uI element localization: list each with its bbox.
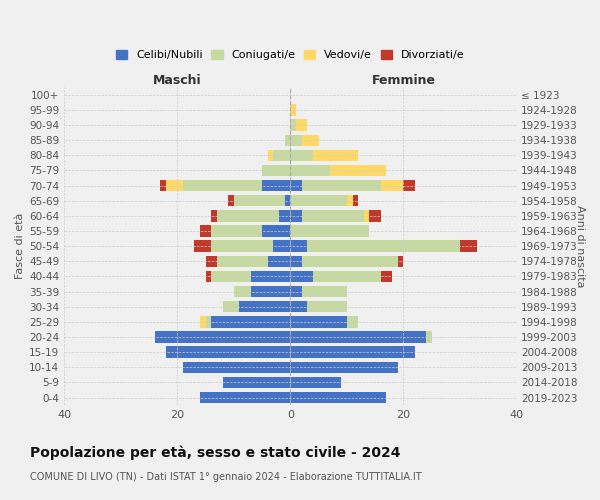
- Bar: [194, 240, 211, 252]
- Text: Maschi: Maschi: [153, 74, 202, 87]
- Bar: [307, 240, 460, 252]
- Bar: [302, 180, 381, 192]
- Bar: [290, 377, 341, 388]
- Bar: [347, 316, 358, 328]
- Bar: [290, 362, 398, 373]
- Bar: [166, 346, 290, 358]
- Bar: [274, 150, 290, 161]
- Bar: [160, 180, 166, 192]
- Bar: [398, 256, 403, 267]
- Bar: [347, 195, 353, 206]
- Y-axis label: Fasce di età: Fasce di età: [15, 213, 25, 280]
- Bar: [290, 180, 302, 192]
- Bar: [217, 210, 279, 222]
- Bar: [155, 332, 290, 342]
- Bar: [290, 226, 370, 236]
- Text: Femmine: Femmine: [371, 74, 436, 87]
- Bar: [460, 240, 477, 252]
- Bar: [290, 316, 347, 328]
- Bar: [166, 180, 183, 192]
- Bar: [217, 256, 268, 267]
- Text: COMUNE DI LIVO (TN) - Dati ISTAT 1° gennaio 2024 - Elaborazione TUTTITALIA.IT: COMUNE DI LIVO (TN) - Dati ISTAT 1° genn…: [30, 472, 422, 482]
- Bar: [330, 165, 386, 176]
- Bar: [381, 180, 403, 192]
- Bar: [183, 362, 290, 373]
- Bar: [290, 240, 307, 252]
- Bar: [302, 210, 364, 222]
- Bar: [313, 150, 358, 161]
- Bar: [206, 316, 211, 328]
- Bar: [285, 195, 290, 206]
- Bar: [228, 195, 234, 206]
- Bar: [290, 346, 415, 358]
- Y-axis label: Anni di nascita: Anni di nascita: [575, 205, 585, 288]
- Bar: [290, 120, 296, 130]
- Bar: [251, 286, 290, 298]
- Bar: [353, 195, 358, 206]
- Bar: [290, 332, 426, 342]
- Bar: [211, 271, 251, 282]
- Bar: [279, 210, 290, 222]
- Bar: [285, 134, 290, 146]
- Bar: [268, 150, 274, 161]
- Bar: [290, 104, 296, 116]
- Bar: [296, 120, 307, 130]
- Bar: [234, 286, 251, 298]
- Bar: [426, 332, 431, 342]
- Bar: [200, 316, 206, 328]
- Bar: [290, 256, 302, 267]
- Bar: [274, 240, 290, 252]
- Bar: [262, 180, 290, 192]
- Bar: [223, 301, 239, 312]
- Bar: [200, 226, 211, 236]
- Bar: [370, 210, 381, 222]
- Bar: [211, 210, 217, 222]
- Bar: [268, 256, 290, 267]
- Bar: [211, 226, 262, 236]
- Bar: [239, 301, 290, 312]
- Bar: [290, 165, 330, 176]
- Bar: [403, 180, 415, 192]
- Bar: [223, 377, 290, 388]
- Bar: [302, 134, 319, 146]
- Legend: Celibi/Nubili, Coniugati/e, Vedovi/e, Divorziati/e: Celibi/Nubili, Coniugati/e, Vedovi/e, Di…: [112, 45, 469, 64]
- Bar: [183, 180, 262, 192]
- Bar: [290, 286, 302, 298]
- Bar: [290, 210, 302, 222]
- Bar: [262, 226, 290, 236]
- Bar: [290, 301, 307, 312]
- Bar: [290, 271, 313, 282]
- Bar: [307, 301, 347, 312]
- Bar: [206, 271, 211, 282]
- Bar: [364, 210, 370, 222]
- Bar: [206, 256, 217, 267]
- Bar: [251, 271, 290, 282]
- Bar: [211, 240, 274, 252]
- Bar: [262, 165, 290, 176]
- Bar: [200, 392, 290, 403]
- Bar: [290, 195, 347, 206]
- Bar: [290, 134, 302, 146]
- Bar: [211, 316, 290, 328]
- Bar: [313, 271, 381, 282]
- Bar: [234, 195, 285, 206]
- Bar: [381, 271, 392, 282]
- Bar: [290, 392, 386, 403]
- Bar: [302, 286, 347, 298]
- Bar: [290, 150, 313, 161]
- Bar: [302, 256, 398, 267]
- Text: Popolazione per età, sesso e stato civile - 2024: Popolazione per età, sesso e stato civil…: [30, 445, 401, 460]
